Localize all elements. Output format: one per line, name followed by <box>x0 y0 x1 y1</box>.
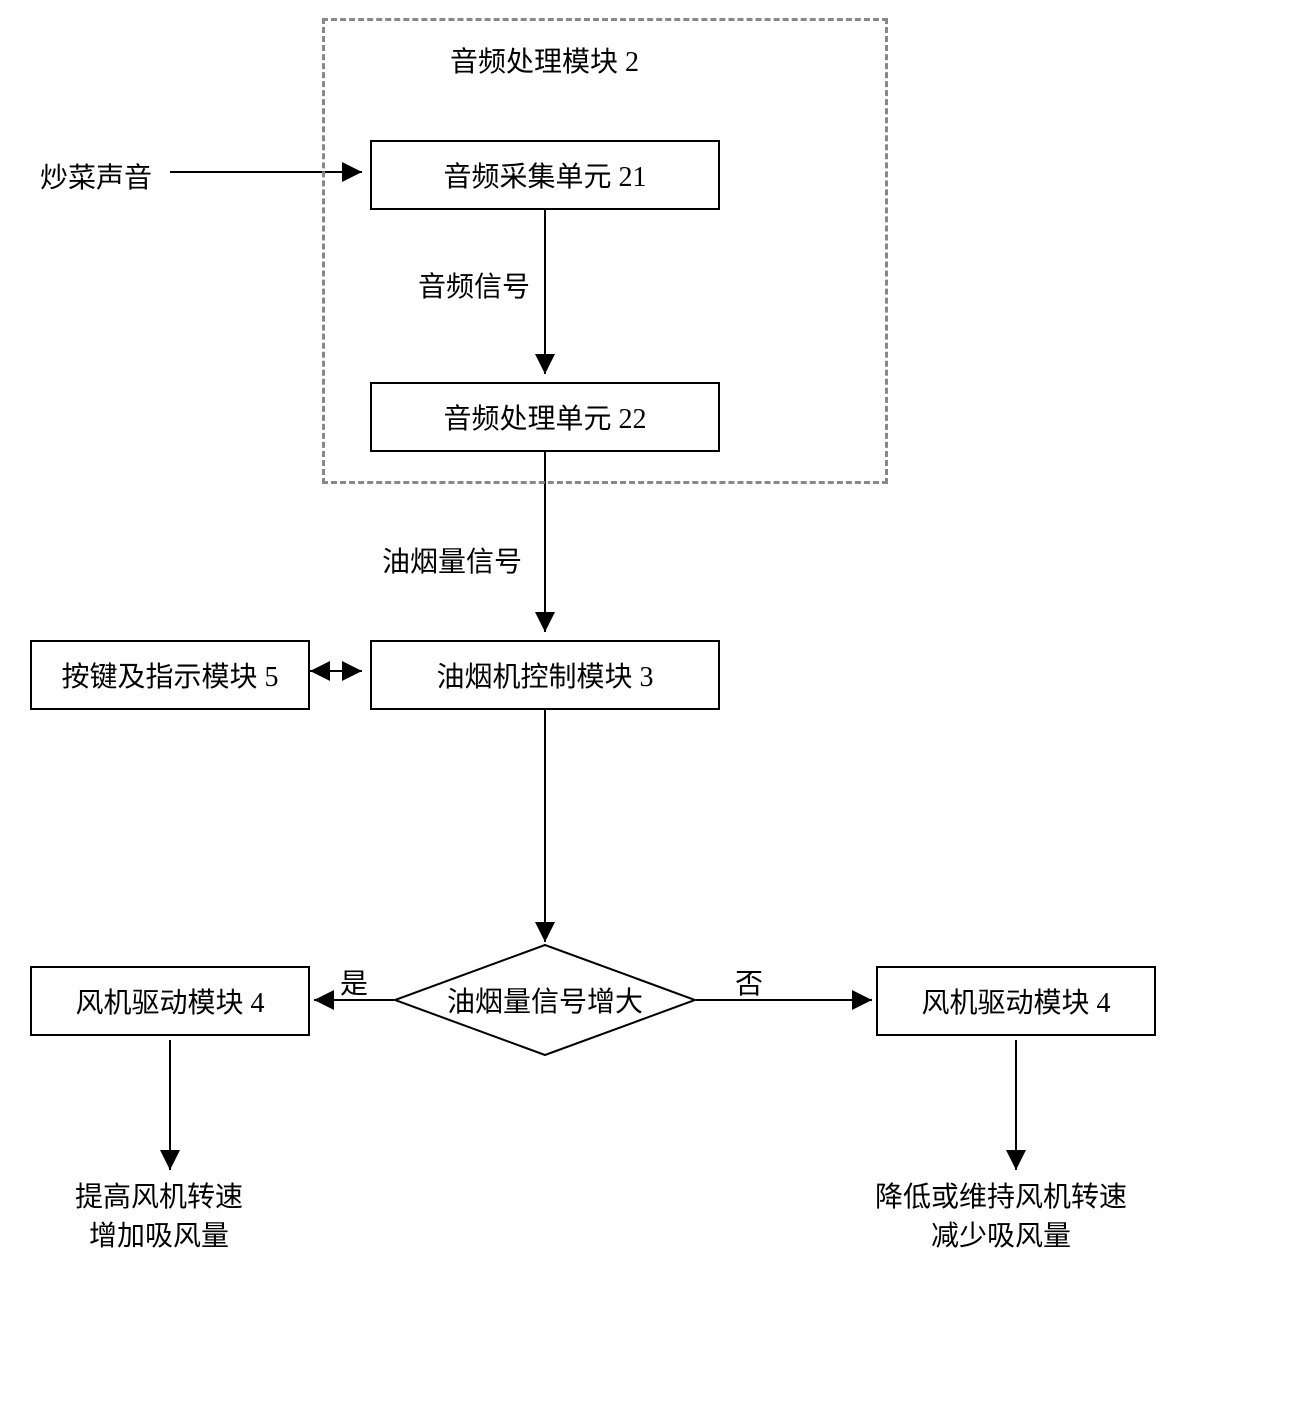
audio-signal-label: 音频信号 <box>418 265 530 305</box>
key-module-label: 按键及指示模块 5 <box>61 655 278 695</box>
audio-processing-box: 音频处理单元 22 <box>370 382 720 452</box>
fan-drive-left-box: 风机驱动模块 4 <box>30 966 310 1036</box>
yes-label: 是 <box>340 962 368 1002</box>
audio-acquisition-box: 音频采集单元 21 <box>370 140 720 210</box>
audio-acquisition-label: 音频采集单元 21 <box>443 155 646 195</box>
fan-drive-right-label: 风机驱动模块 4 <box>921 981 1110 1021</box>
output-left: 提高风机转速 增加吸风量 <box>75 1178 243 1256</box>
decision-text: 油烟量信号增大 <box>395 945 695 1055</box>
fan-drive-left-label: 风机驱动模块 4 <box>75 981 264 1021</box>
hood-control-label: 油烟机控制模块 3 <box>436 655 653 695</box>
audio-processing-label: 音频处理单元 22 <box>443 397 646 437</box>
input-sound-label: 炒菜声音 <box>40 156 152 196</box>
smoke-signal-label: 油烟量信号 <box>382 540 522 580</box>
fan-drive-right-box: 风机驱动模块 4 <box>876 966 1156 1036</box>
no-label: 否 <box>735 962 763 1002</box>
output-right: 降低或维持风机转速 减少吸风量 <box>875 1178 1127 1256</box>
audio-module-title: 音频处理模块 2 <box>450 40 639 80</box>
key-module-box: 按键及指示模块 5 <box>30 640 310 710</box>
hood-control-box: 油烟机控制模块 3 <box>370 640 720 710</box>
